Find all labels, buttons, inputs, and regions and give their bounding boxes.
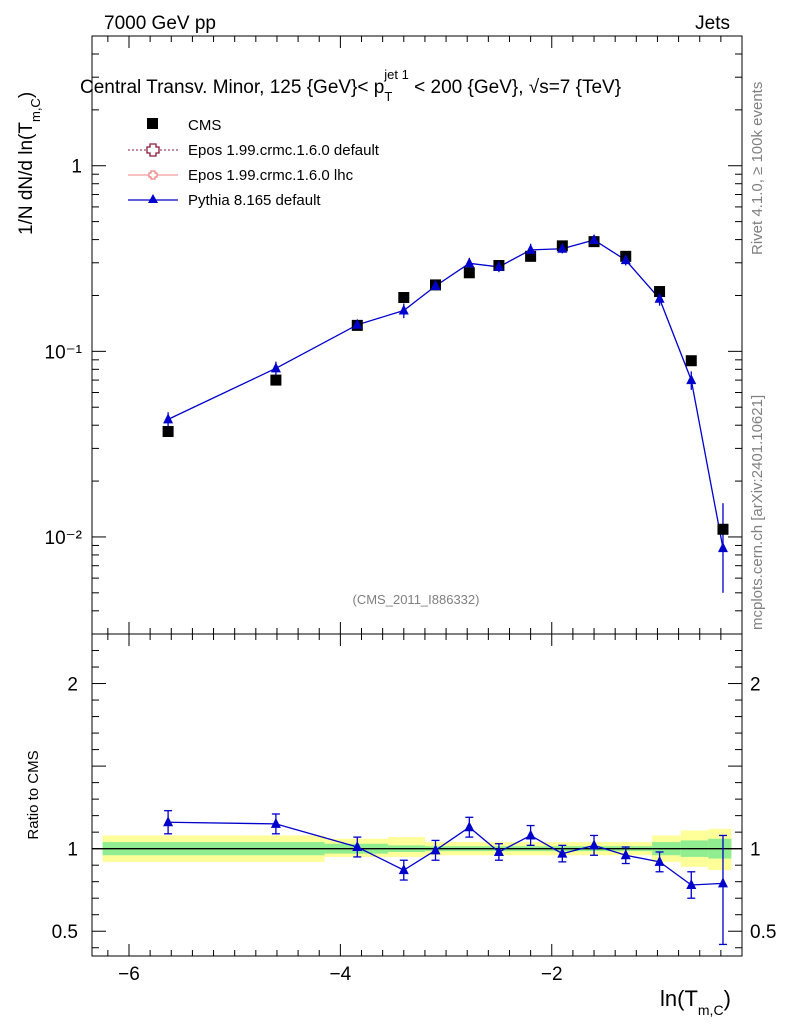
ratio-y-tick-label-right: 0.5: [750, 922, 776, 943]
ratio-pythia-point: [464, 821, 475, 832]
x-tick-label: −4: [330, 964, 352, 985]
ratio-pythia-point: [589, 839, 600, 850]
ratio-pythia-point: [493, 845, 504, 856]
pythia-point: [620, 254, 631, 265]
legend-cms-label: CMS: [188, 117, 221, 134]
legend-pythia: Pythia 8.165 default: [128, 192, 321, 209]
cms-point: [463, 267, 475, 279]
analysis-tag: (CMS_2011_I886332): [353, 592, 480, 607]
ratio-y-ticks: 0.5 0.5 1 1 2 2: [52, 650, 776, 949]
header-right: Jets: [695, 13, 730, 34]
legend-epos-lhc-marker: [148, 170, 158, 180]
main-y-ticks: 10⁻² 10⁻¹ 1: [45, 35, 742, 635]
pythia-point: [589, 233, 600, 244]
ratio-y-tick-label-left: 2: [67, 675, 78, 696]
ratio-y-label: Ratio to CMS: [25, 750, 42, 839]
ratio-y-tick-label-left: 1: [67, 840, 78, 861]
pythia-point: [717, 542, 728, 553]
ratio-pythia-point: [686, 878, 697, 889]
x-axis-label-close: ): [724, 986, 731, 1011]
pythia-point: [654, 292, 665, 303]
cms-point: [270, 374, 282, 386]
rivet-label: Rivet 4.1.0, ≥ 100k events: [749, 82, 766, 255]
main-series: [162, 233, 729, 593]
legend-epos-default-marker: [146, 143, 160, 157]
cms-point: [398, 292, 410, 304]
ratio-pythia-point: [430, 844, 441, 855]
ratio-pythia-line: [168, 821, 724, 886]
ratio-pythia-point: [557, 847, 568, 858]
pythia-point: [352, 318, 363, 329]
plot-title: Central Transv. Minor, 125 {GeV}< pTjet …: [80, 67, 621, 104]
title-sub: T: [384, 89, 392, 104]
legend-cms-marker: [147, 118, 158, 129]
ratio-pythia-point: [654, 855, 665, 866]
main-y-label-close: ): [16, 92, 37, 98]
ratio-pythia-point: [163, 816, 174, 827]
legend-pythia-marker: [148, 194, 158, 203]
pythia-point: [430, 279, 441, 290]
cms-point: [717, 523, 729, 535]
title-post: < 200 {GeV}, √s=7 {TeV}: [409, 77, 621, 98]
pythia-point: [493, 260, 504, 271]
title-sup: jet 1: [383, 67, 409, 82]
cms-point: [162, 425, 174, 437]
pythia-point: [464, 257, 475, 268]
mcplots-label: mcplots.cern.ch [arXiv:2401.10621]: [749, 395, 766, 630]
legend-epos-lhc: Epos 1.99.crmc.1.6.0 lhc: [128, 167, 354, 184]
ratio-y-tick-label-right: 1: [750, 840, 761, 861]
ratio-panel: 0.5 0.51 12 2 −6 −4 −2 Ratio to CMS ln(Tm,C): [25, 36, 776, 1018]
x-axis-label: ln(Tm,C): [660, 986, 731, 1018]
ratio-pythia-point: [620, 849, 631, 860]
legend-epos-default-label: Epos 1.99.crmc.1.6.0 default: [188, 142, 380, 159]
legend-epos-default: Epos 1.99.crmc.1.6.0 default: [128, 142, 380, 159]
pythia-line: [167, 239, 724, 549]
ratio-y-tick-label-right: 2: [750, 675, 761, 696]
header-left: 7000 GeV pp: [104, 13, 216, 34]
cms-point: [654, 286, 666, 298]
x-axis-label-sub: m,C: [698, 1002, 724, 1018]
cms-point: [525, 250, 537, 262]
ratio-series: [163, 810, 728, 946]
main-panel: 10⁻² 10⁻¹ 1 Central Transv. Minor, 125 {Ge…: [16, 35, 743, 635]
ratio-pythia-point: [352, 841, 363, 852]
main-y-tick-label: 1: [71, 157, 82, 178]
legend-pythia-label: Pythia 8.165 default: [188, 192, 321, 209]
x-axis-label-text: ln(T: [660, 986, 698, 1011]
ratio-pythia-point: [270, 817, 281, 828]
main-y-label-text: 1/N dN/d ln(T: [16, 122, 37, 235]
legend: CMS Epos 1.99.crmc.1.6.0 default Epos 1.…: [128, 117, 380, 209]
x-tick-label: −2: [541, 964, 563, 985]
pythia-point: [270, 362, 281, 373]
ratio-y-tick-label-left: 0.5: [52, 922, 78, 943]
ratio-pythia-point: [525, 829, 536, 840]
legend-cms: CMS: [147, 117, 221, 134]
pythia-point: [398, 304, 409, 315]
pythia-point: [163, 413, 174, 424]
cms-point: [685, 355, 697, 367]
pythia-point: [525, 243, 536, 254]
main-y-label: 1/N dN/d ln(Tm,C): [16, 92, 43, 235]
pythia-point: [686, 374, 697, 385]
title-pre: Central Transv. Minor, 125 {GeV}< p: [80, 77, 384, 98]
ratio-pythia-point: [717, 877, 728, 888]
ratio-bands: [92, 828, 742, 871]
x-ticks: −6 −4 −2: [107, 36, 722, 985]
main-y-tick-label: 10⁻¹: [45, 342, 83, 363]
ratio-pythia-point: [398, 864, 409, 875]
ratio-frame: [91, 633, 743, 957]
pythia-point: [557, 242, 568, 253]
legend-epos-lhc-label: Epos 1.99.crmc.1.6.0 lhc: [188, 167, 354, 184]
x-tick-label: −6: [118, 964, 140, 985]
main-y-label-sub: m,C: [28, 98, 43, 122]
main-y-tick-label: 10⁻²: [45, 528, 83, 549]
